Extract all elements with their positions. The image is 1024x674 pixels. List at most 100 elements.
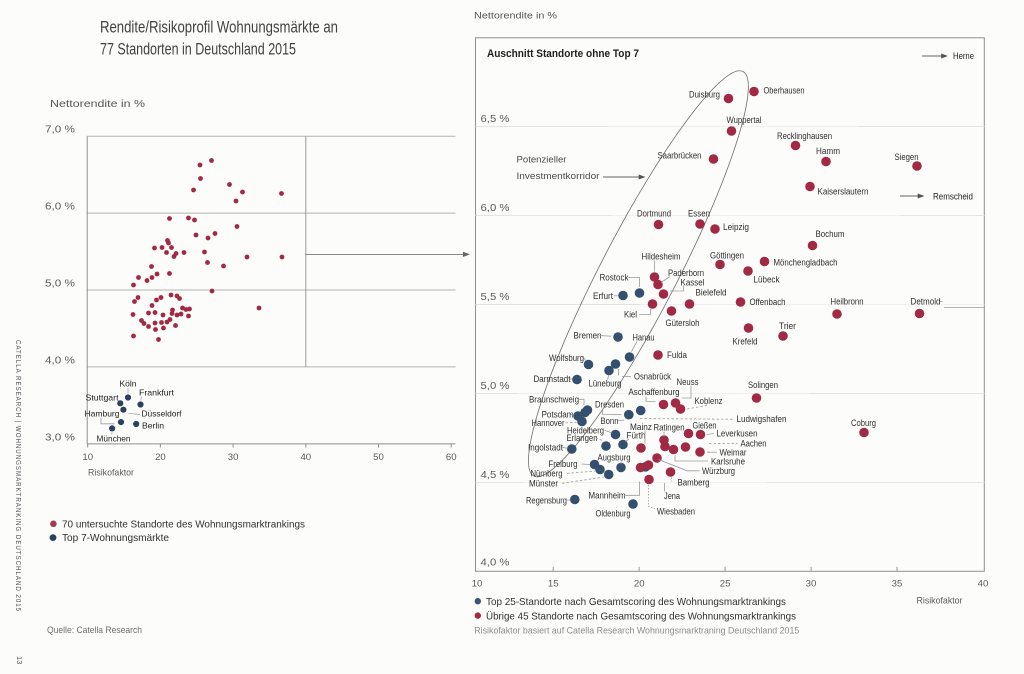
svg-text:77 Standorten in Deutschland 2: 77 Standorten in Deutschland 2015 (100, 40, 296, 59)
svg-text:Neuss: Neuss (677, 377, 699, 387)
svg-text:Solingen: Solingen (748, 380, 778, 390)
svg-text:Osnabrück: Osnabrück (634, 372, 671, 382)
svg-text:Mönchengladbach: Mönchengladbach (774, 258, 838, 268)
svg-text:Gütersloh: Gütersloh (666, 318, 700, 328)
svg-text:50: 50 (373, 452, 384, 463)
svg-text:Duisburg: Duisburg (689, 90, 720, 100)
svg-text:Berlin: Berlin (142, 420, 164, 430)
svg-text:Nettorendite in %: Nettorendite in % (474, 10, 557, 21)
svg-text:5,0 %: 5,0 % (45, 279, 75, 290)
svg-text:Investmentkorridor: Investmentkorridor (517, 171, 600, 182)
svg-text:Kassel: Kassel (681, 278, 705, 288)
svg-text:Wiesbaden: Wiesbaden (657, 507, 695, 517)
svg-text:Potsdam: Potsdam (542, 410, 574, 420)
svg-text:Oberhausen: Oberhausen (764, 85, 805, 95)
svg-text:Leverkusen: Leverkusen (717, 428, 758, 438)
svg-text:6,0 %: 6,0 % (481, 203, 510, 214)
svg-text:10: 10 (82, 452, 93, 463)
svg-text:Kiel: Kiel (624, 310, 637, 320)
svg-text:Lüneburg: Lüneburg (589, 379, 622, 389)
svg-text:6,5 %: 6,5 % (481, 114, 510, 125)
svg-text:5,0 %: 5,0 % (481, 381, 510, 392)
svg-text:30: 30 (806, 579, 817, 590)
svg-text:15: 15 (548, 579, 559, 590)
svg-text:Hamm: Hamm (816, 146, 840, 156)
svg-text:Hamburg: Hamburg (85, 409, 120, 419)
svg-text:Kaiserslautern: Kaiserslautern (818, 186, 869, 196)
svg-text:München: München (97, 433, 131, 443)
svg-text:Remscheid: Remscheid (933, 191, 973, 201)
svg-text:Darmstadt: Darmstadt (534, 374, 571, 384)
svg-text:Auschnitt Standorte ohne Top 7: Auschnitt Standorte ohne Top 7 (487, 48, 639, 60)
svg-text:Weimar: Weimar (720, 448, 747, 458)
svg-text:Ingolstadt: Ingolstadt (528, 443, 563, 453)
svg-text:30: 30 (228, 452, 239, 463)
svg-text:Quelle: Catella Research: Quelle: Catella Research (47, 625, 142, 636)
svg-text:Frankfurt: Frankfurt (139, 387, 175, 397)
svg-text:Bonn: Bonn (601, 416, 619, 426)
svg-text:Siegen: Siegen (895, 152, 919, 162)
svg-text:4,0 %: 4,0 % (45, 355, 75, 366)
svg-text:Trier: Trier (779, 321, 796, 331)
svg-text:Hanau: Hanau (633, 332, 655, 342)
svg-text:Top 7-Wohnungsmärkte: Top 7-Wohnungsmärkte (62, 532, 169, 544)
svg-text:Würzburg: Würzburg (702, 466, 735, 476)
svg-text:Hildesheim: Hildesheim (642, 252, 681, 262)
svg-text:Hannover: Hannover (532, 418, 565, 428)
svg-text:Fulda: Fulda (667, 350, 687, 360)
svg-text:Düsseldorf: Düsseldorf (142, 409, 183, 419)
svg-text:Bamberg: Bamberg (678, 478, 710, 488)
svg-text:CATELLA RESEARCH | WOHNUNGSM: CATELLA RESEARCH | WOHNUNGSMARKTRANKING … (14, 340, 23, 612)
svg-text:20: 20 (155, 452, 166, 463)
svg-text:10: 10 (472, 579, 483, 590)
svg-text:Offenbach: Offenbach (750, 297, 786, 307)
svg-text:4,0 %: 4,0 % (481, 558, 510, 569)
svg-text:Risikofaktor: Risikofaktor (917, 596, 964, 607)
svg-text:Detmold: Detmold (911, 297, 941, 307)
svg-text:13: 13 (15, 656, 24, 664)
svg-text:Koblenz: Koblenz (695, 396, 723, 406)
svg-text:Mannheim: Mannheim (589, 491, 626, 501)
svg-text:60: 60 (446, 452, 457, 463)
svg-text:Ludwigshafen: Ludwigshafen (737, 414, 787, 424)
svg-text:Köln: Köln (120, 379, 137, 389)
svg-text:Rostock: Rostock (600, 273, 630, 283)
svg-text:Essen: Essen (688, 208, 710, 218)
svg-text:20: 20 (634, 579, 645, 590)
svg-text:Top 25-Standorte nach Gesamtsc: Top 25-Standorte nach Gesamtscoring des … (486, 597, 786, 608)
svg-text:3,0 %: 3,0 % (45, 432, 75, 443)
svg-text:Karlsruhe: Karlsruhe (711, 457, 745, 467)
svg-text:Dresden: Dresden (595, 400, 624, 410)
svg-text:Heilbronn: Heilbronn (831, 297, 864, 307)
svg-text:Aachen: Aachen (741, 438, 767, 448)
svg-text:Herne: Herne (953, 51, 974, 61)
svg-text:Nettorendite in %: Nettorendite in % (50, 99, 145, 110)
svg-text:Saarbrücken: Saarbrücken (658, 150, 702, 160)
svg-text:40: 40 (978, 579, 989, 590)
svg-text:Münster: Münster (529, 479, 558, 489)
svg-text:Aschaffenburg: Aschaffenburg (629, 387, 680, 397)
svg-text:Oldenburg: Oldenburg (596, 509, 631, 519)
svg-text:Leipzig: Leipzig (723, 222, 749, 232)
svg-text:Ratingen: Ratingen (654, 423, 685, 433)
svg-text:Lübeck: Lübeck (754, 274, 781, 284)
svg-text:Erfurt: Erfurt (593, 291, 613, 301)
svg-text:Dortmund: Dortmund (637, 208, 671, 218)
svg-text:Krefeld: Krefeld (733, 337, 758, 347)
svg-text:Bielefeld: Bielefeld (696, 288, 727, 298)
svg-text:Nürnberg: Nürnberg (531, 469, 563, 479)
svg-text:Wolfsburg: Wolfsburg (549, 353, 584, 363)
svg-text:Jena: Jena (664, 491, 680, 501)
svg-text:Wuppertal: Wuppertal (727, 115, 762, 125)
svg-text:35: 35 (892, 579, 903, 590)
svg-text:Erlangen: Erlangen (567, 433, 598, 443)
svg-text:6,0 %: 6,0 % (45, 202, 75, 213)
svg-text:70 untersuchte Standorte des W: 70 untersuchte Standorte des Wohnungsmar… (62, 518, 305, 530)
svg-text:Potenzieller: Potenzieller (517, 155, 567, 166)
svg-text:Risikofaktor basiert auf Catel: Risikofaktor basiert auf Catella Researc… (474, 626, 799, 636)
svg-text:Rendite/Risikoprofil Wohnungsm: Rendite/Risikoprofil Wohnungsmärkte an (100, 18, 338, 37)
svg-text:4,5 %: 4,5 % (481, 470, 510, 481)
svg-text:Stuttgart: Stuttgart (86, 392, 120, 402)
svg-text:5,5 %: 5,5 % (481, 292, 510, 303)
svg-text:Heidelberg: Heidelberg (567, 426, 604, 436)
